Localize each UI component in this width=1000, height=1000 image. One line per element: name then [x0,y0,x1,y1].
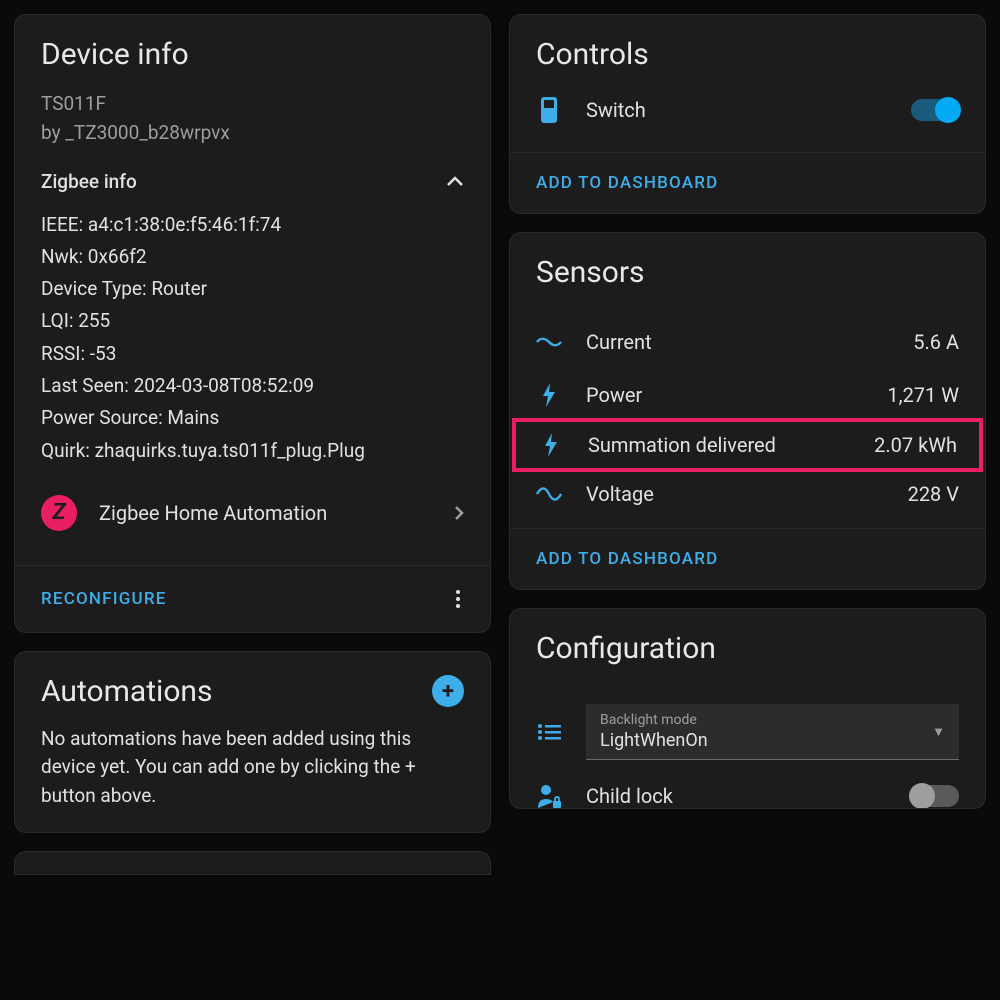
zigbee-info-list: IEEE: a4:c1:38:0e:f5:46:1f:74 Nwk: 0x66f… [41,209,464,467]
sensor-label: Current [586,330,889,354]
sensor-row-voltage[interactable]: Voltage 228 V [510,468,985,520]
zigbee-info-header[interactable]: Zigbee info [41,170,464,193]
zigbee-info-title: Zigbee info [41,170,137,193]
controls-card: Controls Switch ADD TO DASHBOARD [509,14,986,214]
switch-toggle[interactable] [911,99,959,121]
configuration-card: Configuration Backlight mode LightWhenOn… [509,608,986,809]
energy-icon [538,432,564,458]
sensor-value: 2.07 kWh [874,433,957,457]
right-column: Controls Switch ADD TO DASHBOARD Sensors [509,14,986,986]
sensor-value: 5.6 A [913,330,959,354]
more-menu-icon[interactable] [452,586,464,612]
sensor-value: 228 V [908,482,959,506]
device-info-card: Device info TS011F by _TZ3000_b28wrpvx Z… [14,14,491,633]
partial-card [14,851,491,875]
chevron-up-icon [446,175,464,187]
child-lock-toggle[interactable] [911,785,959,807]
sensor-value: 1,271 W [887,383,959,407]
automations-card: Automations + No automations have been a… [14,651,491,834]
person-lock-icon [536,784,562,808]
current-icon [536,334,562,350]
switch-label: Switch [586,98,887,122]
sensors-add-dashboard-button[interactable]: ADD TO DASHBOARD [536,549,959,569]
sensor-row-current[interactable]: Current 5.6 A [510,316,985,368]
backlight-mode-label: Backlight mode [600,712,945,728]
left-column: Device info TS011F by _TZ3000_b28wrpvx Z… [14,14,491,986]
controls-add-dashboard-button[interactable]: ADD TO DASHBOARD [536,173,959,193]
sensor-label: Power [586,383,863,407]
sensor-label: Voltage [586,482,884,506]
sensor-label: Summation delivered [588,433,850,457]
configuration-title: Configuration [536,631,959,666]
backlight-mode-value: LightWhenOn [600,730,945,751]
device-info-footer: RECONFIGURE [15,565,490,632]
integration-label: Zigbee Home Automation [99,501,432,525]
sensors-card: Sensors Current 5.6 A Power 1,271 W Summ… [509,232,986,590]
sensor-row-power[interactable]: Power 1,271 W [510,368,985,422]
chevron-right-icon [454,505,464,521]
switch-icon [536,96,562,124]
child-lock-row: Child lock [510,770,985,808]
device-model: TS011F [41,90,464,119]
device-manufacturer-line: by _TZ3000_b28wrpvx [41,121,464,144]
backlight-mode-row: Backlight mode LightWhenOn ▼ [510,694,985,770]
sensors-title: Sensors [536,255,959,290]
sensor-row-summation[interactable]: Summation delivered 2.07 kWh [512,418,983,472]
reconfigure-button[interactable]: RECONFIGURE [41,589,167,609]
integration-link[interactable]: Z Zigbee Home Automation [41,483,464,543]
backlight-mode-select[interactable]: Backlight mode LightWhenOn ▼ [586,704,959,760]
automations-title: Automations [41,674,212,709]
add-automation-button[interactable]: + [432,675,464,707]
controls-title: Controls [536,37,959,72]
child-lock-label: Child lock [586,784,887,808]
switch-row: Switch [536,90,959,130]
zigbee-icon: Z [41,495,77,531]
power-icon [536,382,562,408]
voltage-icon [536,484,562,504]
list-icon [536,723,562,741]
device-info-title: Device info [41,37,464,72]
automations-empty-text: No automations have been added using thi… [41,725,464,811]
chevron-down-icon: ▼ [932,724,945,740]
